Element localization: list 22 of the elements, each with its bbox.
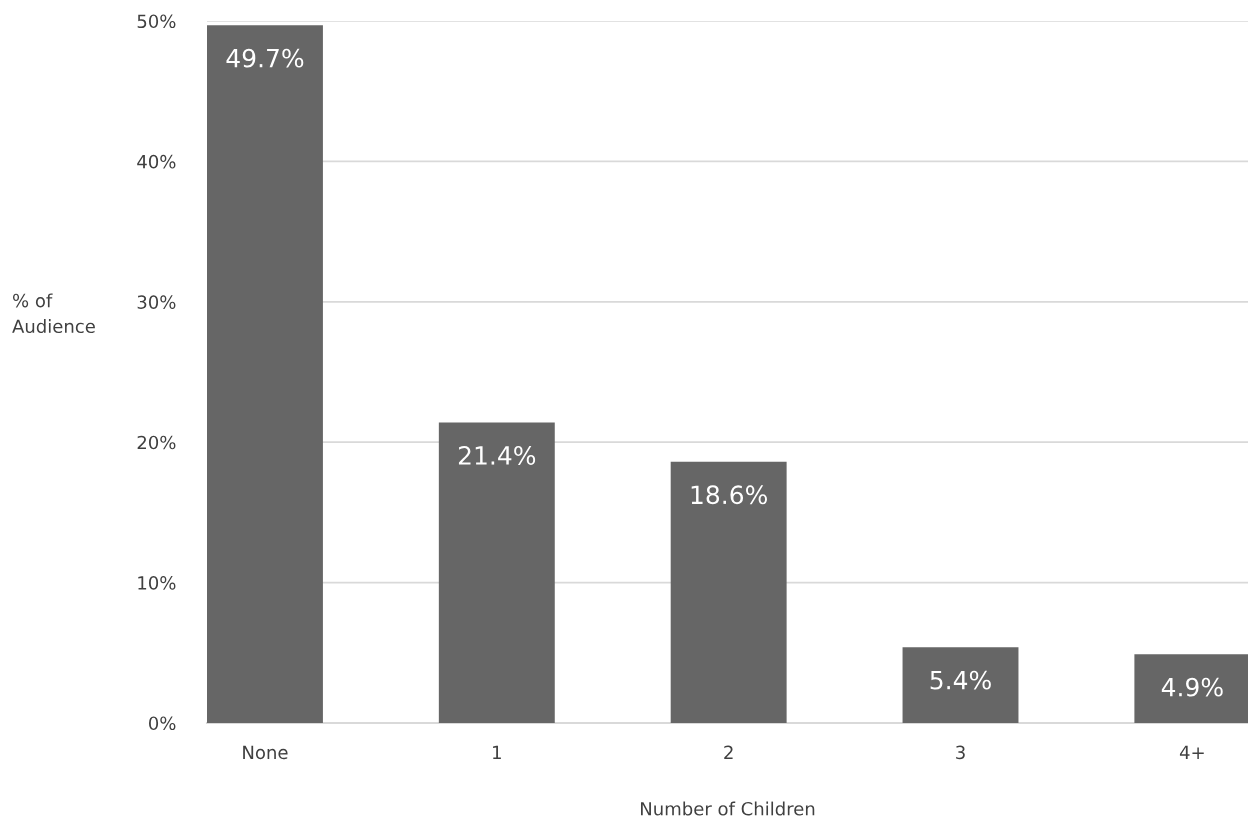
y-tick-label: 30% — [137, 295, 176, 309]
x-tick-label: 1 — [493, 745, 501, 759]
y-tick-label: 40% — [137, 154, 176, 169]
bar — [438, 422, 555, 723]
data-label: 18.6% — [691, 485, 767, 505]
bar — [670, 461, 787, 723]
x-tick-label: None — [243, 745, 288, 760]
y-tick-label: 10% — [138, 576, 176, 590]
x-axis-title: Number of Children — [641, 801, 815, 816]
y-axis-title: % of Audience — [12, 293, 95, 334]
x-tick-label: 4+ — [1179, 745, 1204, 759]
x-tick-label: 3 — [956, 745, 965, 760]
bar — [207, 25, 323, 723]
data-label: 49.7% — [226, 48, 304, 68]
data-label: 21.4% — [458, 446, 536, 465]
x-tick-label: 2 — [724, 745, 733, 759]
data-label: 5.4% — [930, 670, 991, 690]
data-label: 4.9% — [1161, 677, 1223, 697]
y-tick-label: 20% — [137, 435, 176, 450]
y-tick-label: 50% — [137, 14, 176, 29]
bar — [902, 647, 1019, 723]
y-tick-label: 0% — [148, 716, 176, 731]
